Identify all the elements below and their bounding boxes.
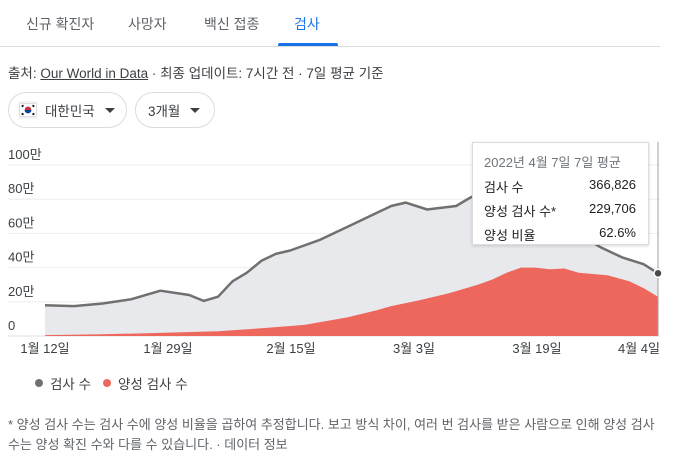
legend-tests: 검사 수	[50, 377, 92, 392]
x-tick-label: 3월 3일	[393, 341, 435, 356]
country-selector[interactable]: 대한민국	[8, 92, 127, 128]
tooltip-row-positive: 양성 검사 수* 229,706	[484, 201, 636, 220]
y-axis-ticks: 0 20만 40만 60만 80만 100만	[8, 147, 42, 333]
y-tick-label: 0	[8, 318, 15, 333]
y-tick-label: 80만	[8, 181, 34, 196]
chevron-down-icon	[104, 107, 115, 113]
tooltip-label: 양성 비율	[484, 228, 536, 243]
tooltip-label: 양성 검사 수*	[484, 204, 557, 219]
x-tick-label: 1월 12일	[20, 341, 69, 356]
tooltip-row-rate: 양성 비율 62.6%	[484, 225, 636, 244]
tab-testing[interactable]: 검사	[294, 16, 320, 32]
source-line: 출처: Our World in Data · 최종 업데이트: 7시간 전 ·…	[8, 62, 384, 82]
y-tick-label: 20만	[8, 284, 34, 299]
chevron-down-icon	[190, 107, 201, 113]
footnote: * 양성 검사 수는 검사 수에 양성 비율을 곱하여 추정합니다. 보고 방식…	[8, 417, 655, 452]
tooltip-label: 검사 수	[484, 180, 524, 195]
country-label: 대한민국	[45, 104, 95, 119]
chart-tooltip: 2022년 4월 7일 7일 평균 검사 수 366,826 양성 검사 수* …	[472, 142, 649, 245]
positive-legend-dot	[103, 379, 112, 387]
tab-bar: 신규 확진자 사망자 백신 접종 검사	[0, 0, 660, 47]
hover-point	[653, 268, 663, 279]
y-tick-label: 100만	[8, 147, 42, 162]
x-tick-label: 2월 15일	[266, 341, 315, 356]
y-tick-label: 40만	[8, 250, 34, 265]
tooltip-value: 366,826	[589, 177, 636, 192]
tooltip-title: 2022년 4월 7일 7일 평균	[484, 155, 621, 170]
update-info: · 최종 업데이트: 7시간 전 · 7일 평균 기준	[148, 66, 384, 81]
positive-area	[45, 267, 658, 336]
source-link[interactable]: Our World in Data	[40, 66, 149, 81]
tests-legend-dot	[35, 379, 43, 387]
tab-new-cases[interactable]: 신규 확진자	[26, 16, 95, 32]
tooltip-value: 229,706	[589, 201, 636, 216]
tooltip-value: 62.6%	[599, 225, 636, 240]
x-tick-label: 3월 19일	[512, 341, 561, 356]
tab-deaths[interactable]: 사망자	[128, 16, 167, 32]
x-axis-ticks: 1월 12일 1월 29일 2월 15일 3월 3일 3월 19일 4월 4일	[20, 341, 660, 356]
tooltip-row-tests: 검사 수 366,826	[484, 177, 636, 196]
legend-positive: 양성 검사 수	[118, 377, 188, 392]
period-selector[interactable]: 3개월	[135, 92, 215, 128]
x-tick-label: 1월 29일	[143, 341, 192, 356]
x-tick-label: 4월 4일	[618, 341, 660, 356]
tab-vaccinations[interactable]: 백신 접종	[204, 16, 260, 32]
y-tick-label: 60만	[8, 215, 34, 230]
south-korea-flag-icon	[19, 101, 37, 119]
source-prefix: 출처:	[8, 66, 41, 81]
active-tab-indicator	[278, 43, 338, 46]
chart-legend: 검사 수 양성 검사 수	[35, 373, 188, 393]
period-label: 3개월	[148, 104, 181, 119]
